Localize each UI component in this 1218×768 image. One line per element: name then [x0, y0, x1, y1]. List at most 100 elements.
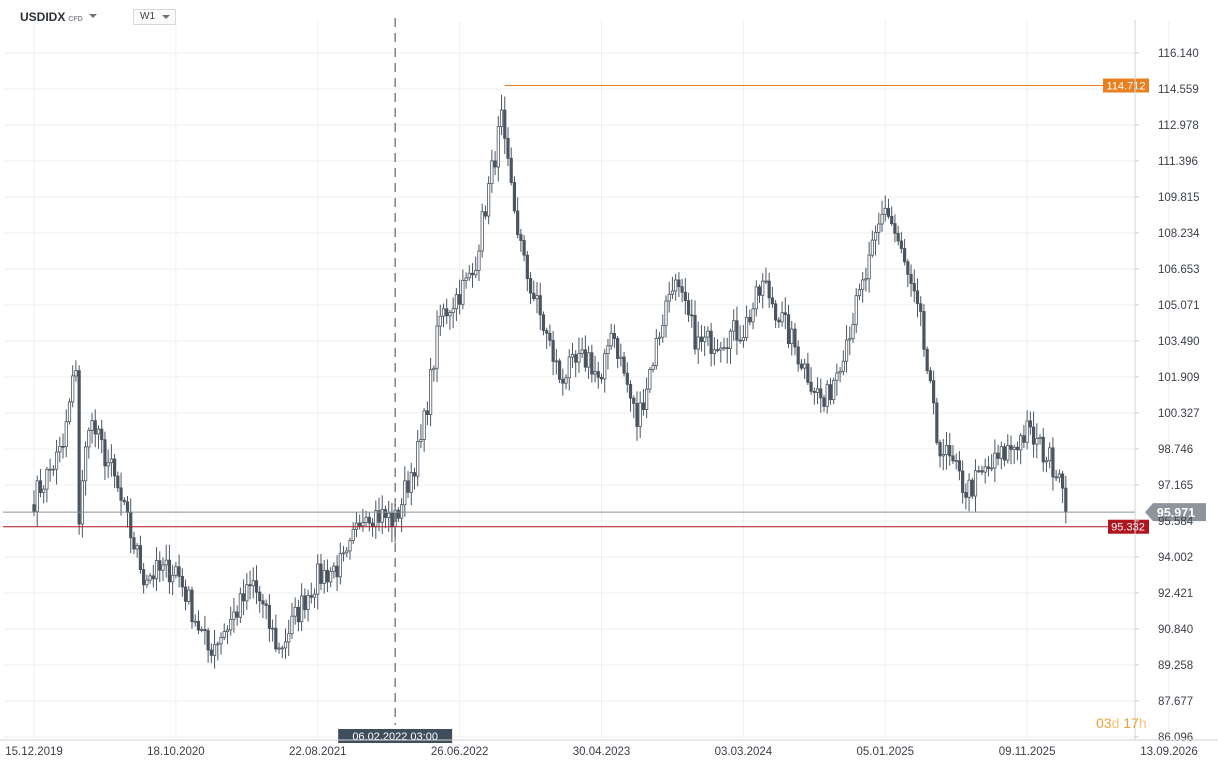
candle-body [483, 211, 488, 217]
candle-body [886, 207, 891, 217]
candle-body [577, 352, 581, 363]
candle-body [761, 280, 765, 296]
symbol-dropdown-caret-icon[interactable] [89, 14, 97, 18]
candle-body [422, 410, 426, 440]
candle-body [825, 384, 829, 407]
candle-body [703, 336, 707, 342]
candle-body [667, 293, 671, 302]
candle-body [499, 109, 504, 128]
candle-body [419, 439, 423, 443]
candle-body [277, 647, 281, 650]
candle-body [222, 631, 226, 638]
candle-body [803, 363, 807, 369]
candle-body [735, 320, 739, 341]
candle-body [83, 446, 88, 482]
candle-body [764, 280, 768, 283]
candle-body [583, 349, 587, 368]
candle-body [587, 352, 591, 368]
candle-body [458, 294, 462, 305]
candle-body [567, 356, 571, 379]
candle-body [258, 591, 262, 602]
candle-body [1028, 420, 1032, 428]
time-axis[interactable]: 15.12.2019 18.10.2020 22.08.2021 26.06.2022… [0, 739, 1218, 758]
candle-body [1051, 447, 1055, 478]
candle-body [96, 428, 101, 435]
candle-body [609, 332, 613, 347]
candle-body [699, 336, 704, 342]
candle-body [367, 516, 371, 524]
candle-body [42, 488, 46, 493]
candle-body [906, 261, 910, 275]
candle-body [254, 580, 259, 593]
candle-body [245, 584, 249, 602]
candle-body [429, 369, 433, 415]
candle-body [657, 336, 662, 339]
candle-body [180, 575, 184, 588]
candle-body [638, 402, 642, 427]
candle-body [880, 213, 884, 225]
candle-body [835, 372, 839, 381]
candle-body [980, 470, 984, 473]
candle-body [174, 566, 178, 576]
candle-body [209, 649, 213, 656]
candle-body [522, 240, 526, 256]
candle-body [828, 384, 833, 401]
timer-days: 03 [1096, 715, 1112, 731]
candle-body [603, 353, 607, 380]
candle-body [35, 480, 39, 512]
candle-body [902, 248, 907, 263]
candle-body [261, 600, 265, 605]
y-tick-label: 103.490 [1158, 336, 1200, 348]
candle-body [806, 363, 810, 383]
candle-body [432, 367, 436, 371]
candle-body [464, 277, 468, 281]
candle-body [854, 295, 858, 326]
timeframe-select[interactable]: W1 [133, 9, 176, 25]
candle-body [74, 370, 78, 377]
price-axis[interactable]: 116.140 114.559 112.978 111.396 109.815 108.2… [1134, 20, 1200, 744]
candle-body [90, 420, 94, 431]
candle-body [516, 210, 520, 235]
symbol-title[interactable]: USDIDX CFD [20, 10, 83, 24]
candle-body [532, 292, 536, 300]
x-tick-label: 26.06.2022 [431, 746, 489, 758]
y-tick-label: 86.096 [1158, 732, 1193, 744]
candle-body [844, 339, 849, 362]
candle-body [151, 575, 155, 580]
candle-body [722, 347, 726, 350]
candle-body [296, 606, 301, 623]
candle-body [973, 470, 978, 497]
candle-body [754, 286, 758, 310]
candle-body [490, 160, 494, 185]
candle-body [651, 365, 655, 370]
y-tick-label: 114.559 [1158, 84, 1199, 96]
candle-body [741, 337, 745, 341]
candle-body [519, 234, 523, 241]
candle-body [351, 529, 355, 542]
symbol-tag: CFD [68, 16, 83, 23]
candle-body [322, 569, 326, 584]
y-tick-label: 101.909 [1158, 372, 1200, 384]
y-tick-label: 92.421 [1158, 588, 1193, 600]
y-tick-label: 98.746 [1158, 444, 1193, 456]
candle-body [48, 468, 52, 471]
candle-body [361, 522, 365, 527]
candle-body [799, 363, 804, 369]
candle-body [635, 403, 639, 427]
candle-body [867, 254, 871, 280]
candle-body [838, 370, 842, 374]
candle-body [925, 348, 929, 372]
candle-body [964, 492, 968, 498]
candle-body [267, 604, 271, 629]
candle-body [599, 376, 604, 380]
candle-body [332, 565, 336, 573]
candle-body [1064, 487, 1068, 513]
candle-body [812, 390, 816, 393]
candle-body [822, 397, 826, 407]
candle-body [206, 630, 210, 651]
candle-body [425, 410, 429, 415]
candle-body [119, 487, 123, 501]
candle-body [793, 328, 797, 348]
candle-body [164, 559, 168, 566]
